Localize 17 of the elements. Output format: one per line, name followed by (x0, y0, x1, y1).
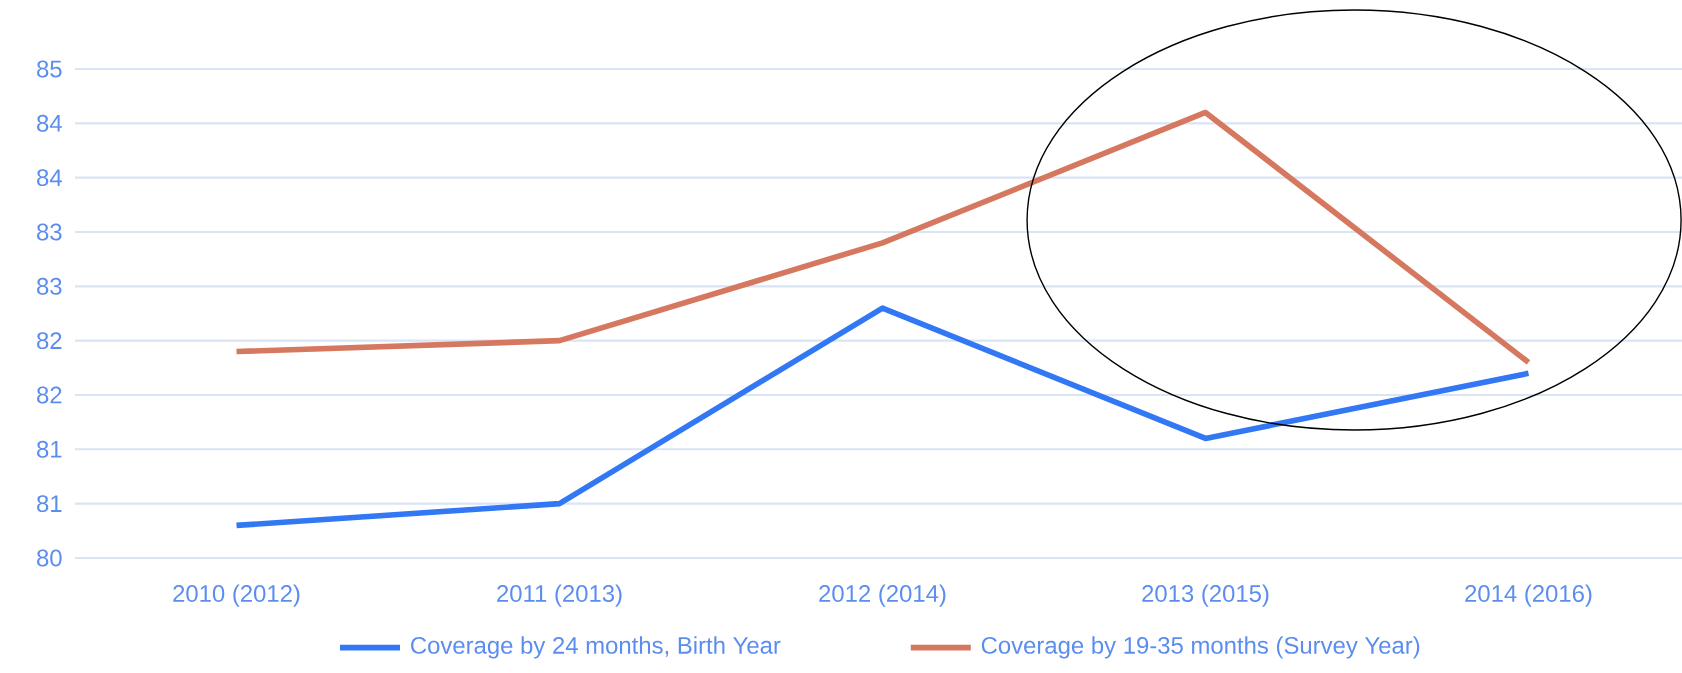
x-tick-label: 2013 (2015) (1142, 584, 1269, 607)
y-tick-label: 80 (37, 549, 62, 567)
y-tick-label: 82 (37, 386, 62, 404)
y-tick-label: 83 (37, 223, 62, 241)
x-tick-label: 2011 (2013) (497, 584, 622, 607)
y-tick-label: 82 (37, 332, 62, 350)
y-tick-label: 81 (37, 440, 62, 458)
legend-label: Coverage by 19-35 months (Survey Year) (981, 636, 1420, 659)
x-tick-label: 2014 (2016) (1465, 584, 1592, 607)
x-tick-label: 2010 (2012) (173, 584, 300, 607)
y-tick-label: 81 (37, 495, 62, 513)
y-tick-label: 84 (37, 169, 62, 187)
y-tick-label: 84 (37, 114, 62, 132)
legend-label: Coverage by 24 months, Birth Year (411, 636, 781, 659)
y-tick-label: 85 (37, 60, 62, 78)
y-tick-label: 83 (37, 277, 62, 295)
x-tick-label: 2012 (2014) (819, 584, 946, 607)
